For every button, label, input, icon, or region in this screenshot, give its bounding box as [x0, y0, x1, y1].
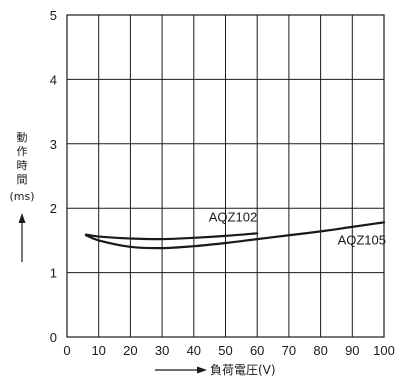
series-label-aqz102: AQZ102: [209, 209, 257, 224]
x-axis-arrow: [155, 366, 207, 374]
x-tick-label: 80: [313, 343, 327, 358]
grid: [67, 15, 384, 337]
x-tick-label: 90: [345, 343, 359, 358]
x-tick-label: 100: [373, 343, 395, 358]
plot-frame: [66, 14, 385, 338]
x-tick-label: 40: [187, 343, 201, 358]
series-line-aqz105: [84, 221, 386, 250]
y-axis-ticks: 0 1 2 3 4 5: [50, 8, 57, 345]
series: AQZ102 AQZ105: [84, 209, 386, 250]
y-axis-label-char: 間: [17, 173, 28, 186]
x-tick-label: 30: [155, 343, 169, 358]
x-tick-label: 50: [218, 343, 232, 358]
y-axis-arrow: [18, 213, 26, 262]
x-tick-label: 70: [282, 343, 296, 358]
y-axis-label-char: 作: [17, 145, 28, 158]
x-axis-label: 負荷電圧(V): [210, 363, 276, 377]
y-axis-label-char: 時: [17, 159, 28, 172]
x-tick-label: 10: [91, 343, 105, 358]
y-axis-unit: (ms): [9, 190, 34, 203]
x-axis-ticks: 0 10 20 30 40 50 60 70 80 90 100: [63, 343, 394, 358]
y-tick-label: 4: [50, 72, 57, 87]
y-tick-label: 1: [50, 266, 57, 281]
y-tick-label: 5: [50, 8, 57, 23]
y-tick-label: 0: [50, 330, 57, 345]
y-tick-label: 2: [50, 201, 57, 216]
x-tick-label: 60: [250, 343, 264, 358]
x-tick-label: 20: [123, 343, 137, 358]
x-tick-label: 0: [63, 343, 70, 358]
y-axis-label-char: 動: [17, 130, 28, 144]
y-axis-label: 動 作 時 間 (ms): [9, 130, 34, 203]
series-label-aqz105: AQZ105: [338, 232, 386, 247]
series-line-aqz102: [84, 232, 259, 241]
y-tick-label: 3: [50, 137, 57, 152]
